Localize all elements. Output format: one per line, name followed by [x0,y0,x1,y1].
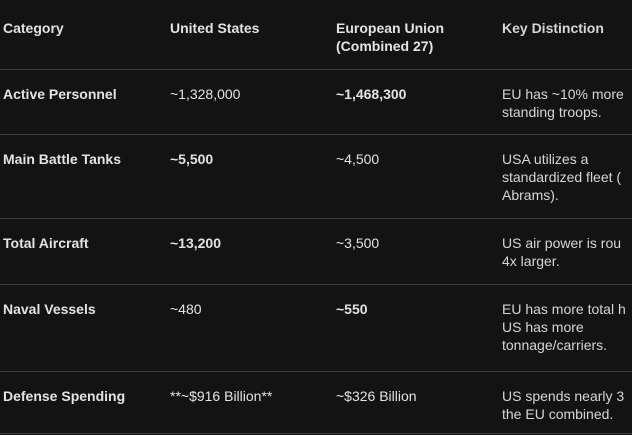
cell-line: tonnage/carriers. [502,337,608,353]
cell: ~1,468,300 [336,86,407,102]
cell-line: standardized fleet ( [502,169,622,185]
cell-line: USA utilizes a [502,151,589,167]
header-cell: United States [170,20,260,36]
cell: Defense Spending [3,388,126,404]
table-row: Defense Spending **~$916 Billion** ~$326 B… [0,372,632,434]
cell: ~1,328,000 [170,86,241,102]
cell: US air power is rou 4x larger. [502,234,632,270]
cell-line: EU has more total h [502,301,626,317]
table-row: Naval Vessels ~480 ~550 EU has more total h… [0,285,632,372]
cell-line: EU has ~10% more [502,86,624,102]
cell-line: the EU combined. [502,406,614,422]
cell: ~4,500 [336,151,380,167]
cell-line: US has more [502,319,584,335]
cell: Total Aircraft [3,235,89,251]
cell-line: 4x larger. [502,253,560,269]
cell-line: standing troops. [502,104,602,120]
cell: ~$326 Billion [336,388,417,404]
cell: ~550 [336,301,368,317]
cell: EU has more total h US has more tonnage/ca… [502,300,632,354]
cell: ~13,200 [170,235,221,251]
cell: Main Battle Tanks [3,151,121,167]
cell: EU has ~10% more standing troops. [502,85,632,121]
header-cell: European Union (Combined 27) [336,20,445,54]
table-row: Total Aircraft ~13,200 ~3,500 US air power … [0,219,632,285]
cell-line: Abrams). [502,187,559,203]
table-row: Main Battle Tanks ~5,500 ~4,500 USA utilize… [0,135,632,219]
cell: ~5,500 [170,151,214,167]
cell: Naval Vessels [3,301,96,317]
cell: ~3,500 [336,235,380,251]
table-row: Active Personnel ~1,328,000 ~1,468,300 EU h… [0,70,632,135]
cell: USA utilizes a standardized fleet ( Abrams… [502,150,632,204]
cell-line: US spends nearly 3 [502,388,625,404]
cell: **~$916 Billion** [170,388,273,404]
cell: Active Personnel [3,86,117,102]
header-cell: Key Distinction [502,20,604,36]
cell: US spends nearly 3 the EU combined. [502,387,632,423]
cell-line: US air power is rou [502,235,622,251]
cell: ~480 [170,301,202,317]
header-cell: Category [3,20,64,36]
header-row: Category United States European Union (Com… [0,0,632,70]
